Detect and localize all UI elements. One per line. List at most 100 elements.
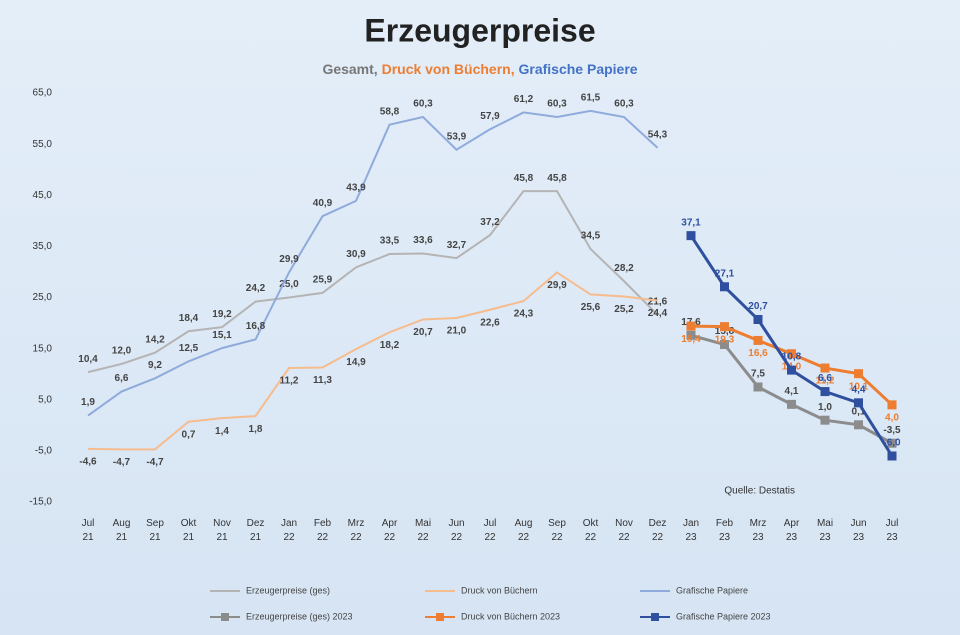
- legend-marker: [651, 613, 659, 621]
- x-tick-label-line: Nov: [213, 518, 231, 529]
- y-tick-label: -5,0: [35, 446, 53, 457]
- data-label: 4,4: [852, 384, 866, 395]
- data-label: 7,5: [751, 369, 765, 380]
- data-label: 61,5: [581, 93, 601, 104]
- x-tick-label-line: Aug: [113, 518, 131, 529]
- x-tick-label: Mai 22: [415, 518, 431, 543]
- point: [753, 335, 763, 345]
- x-tick-label-line: Dez: [649, 518, 667, 529]
- data-label: 22,6: [480, 317, 500, 328]
- data-label: 25,2: [614, 304, 634, 315]
- point: [753, 382, 763, 392]
- data-label: 37,2: [480, 217, 500, 228]
- data-label: 10,8: [782, 352, 802, 363]
- series-line: [87, 109, 659, 417]
- point: [787, 365, 796, 375]
- data-label: 54,3: [648, 129, 668, 140]
- legend-label: Erzeugerpreise (ges): [246, 585, 330, 595]
- data-label: 1,9: [81, 397, 95, 408]
- x-tick-label-line: 21: [250, 532, 262, 543]
- point: [787, 399, 796, 409]
- y-tick-label: -15,0: [29, 497, 52, 508]
- data-label: 24,3: [514, 309, 534, 320]
- data-label: -6,0: [883, 438, 901, 449]
- subtitle-part: Druck von Büchern,: [382, 61, 519, 77]
- legend-label: Grafische Papiere 2023: [676, 611, 771, 621]
- data-label: 10,4: [78, 354, 98, 365]
- y-tick-label: 65,0: [33, 88, 53, 99]
- legend-marker: [221, 613, 229, 621]
- data-label: 24,2: [246, 283, 266, 294]
- x-tick-label-line: 23: [786, 532, 798, 543]
- x-tick-label: Jan 22: [281, 518, 297, 543]
- x-tick-label: Jan 23: [683, 518, 699, 543]
- point: [686, 231, 696, 241]
- x-tick-label: Mai 23: [817, 518, 833, 543]
- x-tick-label-line: Jul: [886, 518, 899, 529]
- x-tick-label-line: Jun: [448, 518, 464, 529]
- data-label: 60,3: [614, 99, 634, 110]
- x-tick-label-line: 22: [551, 532, 563, 543]
- data-label: 18,4: [179, 313, 199, 324]
- x-tick-label-line: 23: [853, 532, 865, 543]
- x-tick-label-line: Jun: [850, 518, 866, 529]
- data-label: 29,9: [547, 280, 567, 291]
- y-tick-label: 45,0: [33, 190, 53, 201]
- data-label: -4,7: [113, 457, 131, 468]
- x-tick-label: Dez 21: [247, 518, 265, 543]
- x-tick-label-line: 22: [317, 532, 329, 543]
- legend-label: Grafische Papiere: [676, 585, 748, 595]
- data-label: 61,2: [514, 94, 534, 105]
- x-tick-label: Sep 22: [548, 518, 566, 543]
- x-tick-label: Jul 21: [82, 518, 95, 543]
- point: [887, 400, 897, 410]
- subtitle-part: Grafische Papiere: [519, 61, 638, 77]
- data-label: -3,5: [883, 425, 901, 436]
- x-tick-label: Dez 22: [649, 518, 667, 543]
- data-label: 16,8: [246, 321, 266, 332]
- x-tick-label-line: Jul: [82, 518, 95, 529]
- data-label: 16,6: [748, 348, 768, 359]
- data-label: 24,4: [648, 308, 668, 319]
- x-tick-label-line: 22: [618, 532, 630, 543]
- x-tick-label-line: 21: [116, 532, 128, 543]
- source: Quelle: Destatis: [724, 486, 795, 497]
- x-tick-label-line: Nov: [615, 518, 633, 529]
- data-label: 27,1: [715, 268, 735, 279]
- x-tick-label: Apr 22: [382, 518, 398, 543]
- x-tick-label-line: Mrz: [348, 518, 365, 529]
- x-tick-label-line: 21: [149, 532, 161, 543]
- data-label: 11,2: [280, 376, 299, 387]
- x-tick-label-line: Apr: [784, 518, 800, 529]
- point: [820, 387, 830, 397]
- data-label: 14,2: [145, 334, 165, 345]
- data-label: -4,6: [79, 456, 97, 467]
- x-tick-label-line: 21: [183, 532, 195, 543]
- x-tick-label-line: 23: [752, 532, 764, 543]
- data-label: 4,1: [785, 386, 799, 397]
- point: [720, 282, 729, 292]
- x-tick-label-line: Jul: [484, 518, 497, 529]
- x-tick-label-line: 22: [417, 532, 429, 543]
- x-tick-label-line: Okt: [583, 518, 599, 529]
- x-tick-label-line: 21: [216, 532, 228, 543]
- x-tick-label: Mrz 22: [348, 518, 365, 543]
- data-label: 0,7: [182, 429, 196, 440]
- data-label: 19,2: [212, 309, 232, 320]
- data-label: 37,1: [681, 217, 701, 228]
- data-label: 34,5: [581, 231, 601, 242]
- data-label: 45,8: [514, 173, 534, 184]
- data-label: 60,3: [547, 99, 567, 110]
- data-label: 19,4: [681, 334, 701, 345]
- data-label: 58,8: [380, 106, 400, 117]
- x-tick-label: Okt 22: [583, 518, 599, 543]
- data-label: 18,2: [380, 340, 400, 351]
- point: [820, 415, 830, 425]
- x-tick-label-line: Sep: [146, 518, 164, 529]
- data-label: 29,9: [279, 254, 299, 265]
- data-label: 10,1: [849, 381, 869, 392]
- series-line: [87, 271, 658, 451]
- data-label: 1,0: [818, 402, 832, 413]
- y-tick-label: 5,0: [38, 394, 52, 405]
